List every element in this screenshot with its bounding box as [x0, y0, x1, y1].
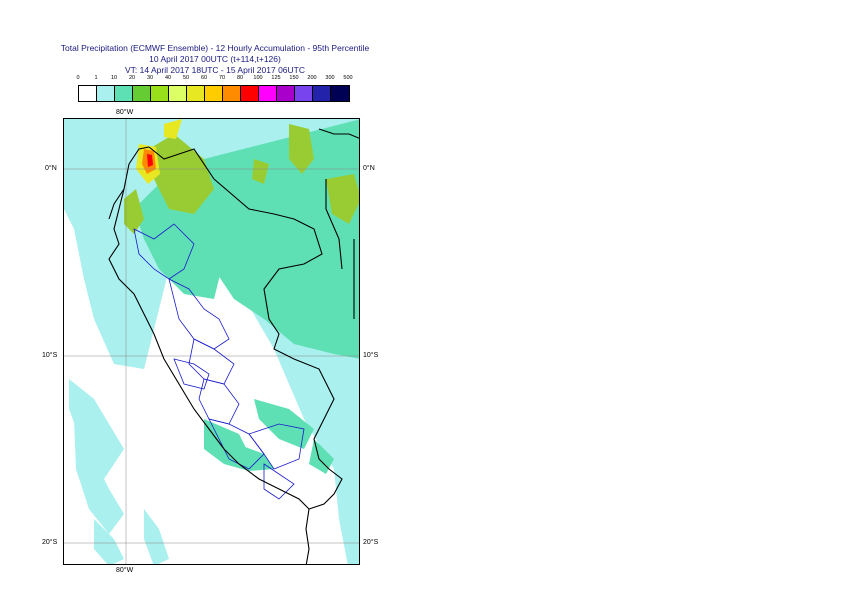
legend-threshold-label: 20	[128, 75, 136, 81]
map-title: Total Precipitation (ECMWF Ensemble) - 1…	[60, 43, 370, 53]
legend-threshold-label: 500	[343, 75, 353, 81]
legend-swatch	[151, 86, 169, 101]
precip-peak	[136, 119, 182, 184]
legend-swatches	[78, 85, 350, 102]
legend-threshold-label: 100	[253, 75, 263, 81]
legend-swatch	[115, 86, 133, 101]
legend-swatch	[79, 86, 97, 101]
precipitation-map[interactable]	[63, 118, 360, 565]
legend-swatch	[259, 86, 277, 101]
legend-threshold-label: 200	[307, 75, 317, 81]
legend-threshold-label: 80	[236, 75, 244, 81]
legend-swatch	[97, 86, 115, 101]
legend-threshold-label: 1	[94, 75, 98, 81]
legend-swatch	[313, 86, 331, 101]
legend-swatch	[169, 86, 187, 101]
legend-swatch	[241, 86, 259, 101]
lat-label-10s-right: 10°S	[363, 352, 379, 359]
region-borders	[133, 223, 305, 500]
lon-label-top: 80°W	[116, 109, 134, 116]
country-borders	[108, 128, 359, 564]
legend-threshold-label: 10	[110, 75, 118, 81]
graticule	[64, 119, 359, 564]
legend-threshold-label: 0	[76, 75, 80, 81]
legend-swatch	[205, 86, 223, 101]
map-valid-time: VT: 14 April 2017 18UTC - 15 April 2017 …	[124, 65, 305, 75]
legend-threshold-label: 150	[289, 75, 299, 81]
legend-threshold-label: 30	[146, 75, 154, 81]
lat-label-10s-left: 10°S	[42, 352, 58, 359]
legend-threshold-label: 60	[200, 75, 208, 81]
legend-threshold-label: 40	[164, 75, 172, 81]
lat-label-eq-right: 0°N	[363, 165, 375, 172]
map-run-info: 10 April 2017 00UTC (t+114,t+126)	[149, 54, 281, 64]
legend-swatch	[133, 86, 151, 101]
map-canvas	[64, 119, 359, 564]
legend-threshold-label: 125	[271, 75, 281, 81]
legend-swatch	[295, 86, 313, 101]
legend-swatch	[223, 86, 241, 101]
legend-threshold-label: 70	[218, 75, 226, 81]
legend-threshold-label: 50	[182, 75, 190, 81]
legend-swatch	[187, 86, 205, 101]
legend-swatch	[331, 86, 349, 101]
lon-label-bottom: 80°W	[116, 567, 134, 574]
legend-threshold-label: 300	[325, 75, 335, 81]
lat-label-eq-left: 0°N	[45, 165, 57, 172]
lat-label-20s-left: 20°S	[42, 539, 58, 546]
legend-swatch	[277, 86, 295, 101]
lat-label-20s-right: 20°S	[363, 539, 379, 546]
